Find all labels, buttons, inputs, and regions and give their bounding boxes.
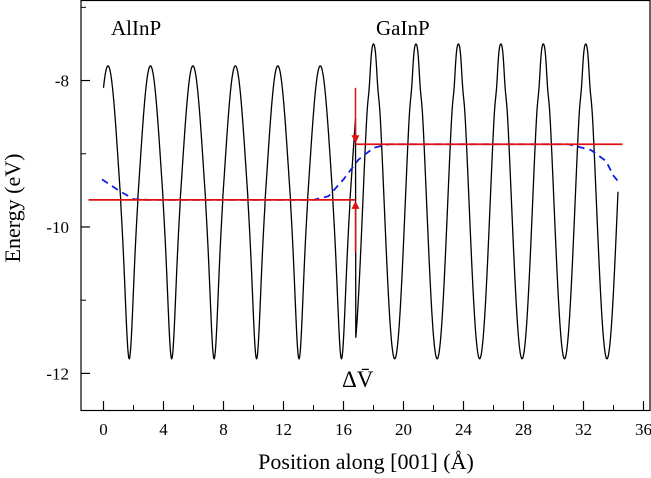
x-tick-label: 36 xyxy=(635,420,651,439)
y-axis-title: Energy (eV) xyxy=(0,154,25,263)
region-label-alinp: AlInP xyxy=(111,16,161,40)
potential-line xyxy=(102,43,619,360)
x-tick-label: 32 xyxy=(575,420,592,439)
x-tick-label: 12 xyxy=(275,420,292,439)
plot-frame xyxy=(80,0,651,412)
x-tick-label: 4 xyxy=(159,420,168,439)
x-tick-label: 0 xyxy=(99,420,108,439)
x-tick-label: 8 xyxy=(219,420,228,439)
x-axis-title: Position along [001] (Å) xyxy=(258,449,474,474)
region-label-gainp: GaInP xyxy=(376,16,430,40)
y-tick-label: -10 xyxy=(46,218,69,237)
x-tick-label: 24 xyxy=(455,420,473,439)
offset-label: ΔV̄ xyxy=(342,367,374,392)
x-tick-label: 20 xyxy=(395,420,412,439)
x-tick-label: 16 xyxy=(335,420,352,439)
x-tick-label: 28 xyxy=(515,420,532,439)
y-tick-label: -12 xyxy=(46,364,69,383)
macro-average-line xyxy=(101,143,621,201)
y-tick-label: -8 xyxy=(55,72,69,91)
